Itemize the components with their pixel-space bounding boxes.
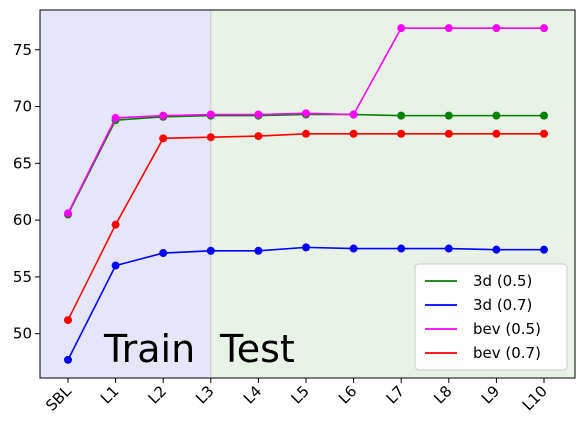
x-tick-label: L1 xyxy=(97,382,122,407)
x-tick-label: L5 xyxy=(287,382,312,407)
point xyxy=(492,129,501,138)
y-tick-label: 70 xyxy=(13,98,32,116)
legend-label: bev (0.7) xyxy=(473,344,541,362)
plot-frame xyxy=(39,9,576,379)
point xyxy=(444,129,453,138)
point xyxy=(206,110,215,119)
point xyxy=(492,24,501,33)
point xyxy=(349,129,358,138)
x-tick-label: L2 xyxy=(145,382,170,407)
point xyxy=(64,355,72,364)
y-tick-label: 65 xyxy=(13,154,32,172)
point xyxy=(159,134,168,143)
x-tick-label: SBL xyxy=(42,382,75,415)
point xyxy=(159,111,168,120)
legend-label: bev (0.5) xyxy=(473,320,541,338)
point xyxy=(444,24,453,33)
point xyxy=(444,244,453,253)
point xyxy=(302,129,310,138)
legend-box xyxy=(414,263,568,371)
point xyxy=(64,316,72,325)
region-label: Train xyxy=(103,327,195,371)
point xyxy=(492,111,501,120)
y-tick-label: 50 xyxy=(13,325,32,343)
point xyxy=(349,110,358,119)
point xyxy=(111,220,120,229)
x-tick-label: L6 xyxy=(335,382,360,407)
point xyxy=(111,261,120,270)
point xyxy=(540,245,548,254)
point xyxy=(397,24,406,33)
point xyxy=(397,244,406,253)
x-tick-label: L3 xyxy=(192,382,217,407)
point xyxy=(540,129,548,138)
point xyxy=(397,111,406,120)
point xyxy=(206,133,215,142)
point xyxy=(111,113,120,122)
point xyxy=(254,246,263,255)
point xyxy=(159,249,168,258)
point xyxy=(444,111,453,120)
point xyxy=(540,111,548,120)
point xyxy=(397,129,406,138)
point xyxy=(254,110,263,119)
x-tick-label: L7 xyxy=(383,382,408,407)
point xyxy=(254,132,263,141)
x-tick-label: L9 xyxy=(478,382,503,407)
point xyxy=(540,24,548,33)
point xyxy=(206,246,215,255)
legend: 3d (0.5) 3d (0.7) bev (0.5) bev (0.7) xyxy=(414,263,568,371)
point xyxy=(349,244,358,253)
point xyxy=(64,209,72,218)
legend-label: 3d (0.7) xyxy=(473,296,532,314)
y-tick-label: 60 xyxy=(13,211,32,229)
x-tick-label: L10 xyxy=(519,382,551,414)
y-tick-label: 75 xyxy=(13,41,32,59)
point xyxy=(492,245,501,254)
x-tick-label: L4 xyxy=(240,382,265,407)
point xyxy=(302,109,310,118)
legend-label: 3d (0.5) xyxy=(473,272,532,290)
point xyxy=(302,243,310,252)
region-label: Test xyxy=(219,327,295,371)
y-tick-label: 55 xyxy=(13,268,32,286)
x-tick-label: L8 xyxy=(430,382,455,407)
